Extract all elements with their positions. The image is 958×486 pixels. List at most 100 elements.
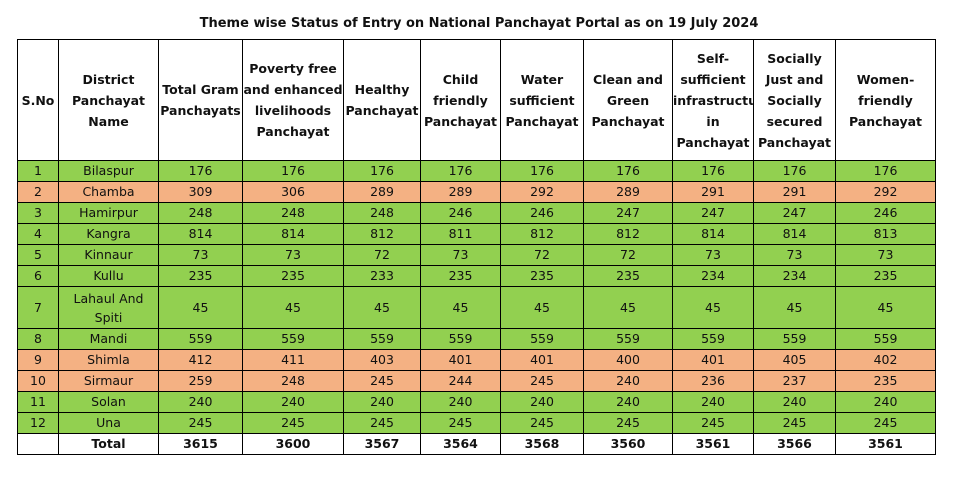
table-cell: Solan: [58, 391, 159, 413]
table-cell: 401: [420, 349, 501, 371]
column-header: Healthy Panchayat: [343, 39, 421, 161]
table-cell: 247: [753, 202, 836, 224]
table-row: 12 Una 245 245 245 245 245 245 245 245 245: [17, 412, 936, 434]
table-cell: 240: [158, 391, 243, 413]
table-cell: 176: [158, 160, 243, 182]
table-cell: 45: [672, 286, 754, 329]
column-header: Women-friendly Panchayat: [835, 39, 936, 161]
table-cell: 400: [583, 349, 673, 371]
table-cell: 45: [343, 286, 421, 329]
table-cell: 292: [835, 181, 936, 203]
column-header: Water sufficient Panchayat: [500, 39, 584, 161]
table-cell: 73: [158, 244, 243, 266]
table-cell: 248: [242, 370, 344, 392]
table-cell: 235: [835, 265, 936, 287]
table-cell: 306: [242, 181, 344, 203]
table-cell: 812: [500, 223, 584, 245]
column-header: Child friendly Panchayat: [420, 39, 501, 161]
table-row: 1 Bilaspur 176 176 176 176 176 176 176 176 176: [17, 160, 936, 182]
table-cell: 45: [420, 286, 501, 329]
table-row: 9 Shimla 412 411 403 401 401 400 401 405 402: [17, 349, 936, 371]
table-cell: 559: [835, 328, 936, 350]
table-cell: 235: [583, 265, 673, 287]
table-cell: 235: [420, 265, 501, 287]
table-cell: 240: [583, 391, 673, 413]
table-cell: Lahaul And Spiti: [58, 286, 159, 329]
total-cell: Total: [58, 433, 159, 455]
table-cell: 240: [753, 391, 836, 413]
table-cell: Kangra: [58, 223, 159, 245]
table-cell: 289: [583, 181, 673, 203]
table-cell: 45: [835, 286, 936, 329]
total-cell: 3564: [420, 433, 501, 455]
table-cell: Bilaspur: [58, 160, 159, 182]
table-cell: 176: [583, 160, 673, 182]
table-cell: 234: [672, 265, 754, 287]
table-cell: 559: [583, 328, 673, 350]
table-cell: 559: [420, 328, 501, 350]
table-cell: 246: [420, 202, 501, 224]
column-header: District Panchayat Name: [58, 39, 159, 161]
table-cell: 405: [753, 349, 836, 371]
table-cell: 814: [242, 223, 344, 245]
table-cell: 244: [420, 370, 501, 392]
table-cell: 176: [672, 160, 754, 182]
table-cell: 45: [500, 286, 584, 329]
total-cell: [17, 433, 59, 455]
table-cell: 245: [500, 412, 584, 434]
table-cell: 411: [242, 349, 344, 371]
column-header: Self-sufficient infrastructure in Pancha…: [672, 39, 754, 161]
table-cell: 235: [500, 265, 584, 287]
table-cell: 403: [343, 349, 421, 371]
table-cell: 45: [158, 286, 243, 329]
table-cell: 2: [17, 181, 59, 203]
table-cell: 233: [343, 265, 421, 287]
total-cell: 3561: [835, 433, 936, 455]
table-cell: 813: [835, 223, 936, 245]
table-cell: 9: [17, 349, 59, 371]
table-cell: 559: [500, 328, 584, 350]
table-cell: 246: [500, 202, 584, 224]
table-cell: 1: [17, 160, 59, 182]
table-cell: 245: [420, 412, 501, 434]
table-cell: 245: [242, 412, 344, 434]
table-cell: 3: [17, 202, 59, 224]
table-cell: 811: [420, 223, 501, 245]
column-header: Clean and Green Panchayat: [583, 39, 673, 161]
table-row: 11 Solan 240 240 240 240 240 240 240 240 240: [17, 391, 936, 413]
table-cell: 73: [753, 244, 836, 266]
table-cell: 814: [672, 223, 754, 245]
table-cell: Sirmaur: [58, 370, 159, 392]
table-cell: 291: [672, 181, 754, 203]
table-cell: 72: [583, 244, 673, 266]
table-cell: 245: [753, 412, 836, 434]
table-cell: 559: [158, 328, 243, 350]
table-cell: 45: [583, 286, 673, 329]
table-cell: 176: [753, 160, 836, 182]
total-row: Total 3615 3600 3567 3564 3568 3560 3561…: [17, 433, 936, 455]
column-header: Poverty free and enhanced livelihoods Pa…: [242, 39, 344, 161]
table-cell: 814: [158, 223, 243, 245]
table-cell: Kullu: [58, 265, 159, 287]
table-cell: 240: [343, 391, 421, 413]
table-cell: 45: [753, 286, 836, 329]
table-cell: 248: [158, 202, 243, 224]
table-cell: 8: [17, 328, 59, 350]
table-cell: 412: [158, 349, 243, 371]
table-cell: 45: [242, 286, 344, 329]
table-cell: 72: [343, 244, 421, 266]
table-cell: Chamba: [58, 181, 159, 203]
table-cell: 240: [420, 391, 501, 413]
table-cell: 245: [583, 412, 673, 434]
table-cell: 176: [835, 160, 936, 182]
table-row: 2 Chamba 309 306 289 289 292 289 291 291 292: [17, 181, 936, 203]
table-cell: 235: [835, 370, 936, 392]
table-cell: 812: [583, 223, 673, 245]
column-header: Total Gram Panchayats: [158, 39, 243, 161]
table-cell: 176: [343, 160, 421, 182]
table-cell: 559: [343, 328, 421, 350]
table-cell: Mandi: [58, 328, 159, 350]
total-cell: 3567: [343, 433, 421, 455]
table-cell: 73: [242, 244, 344, 266]
table-cell: 247: [672, 202, 754, 224]
